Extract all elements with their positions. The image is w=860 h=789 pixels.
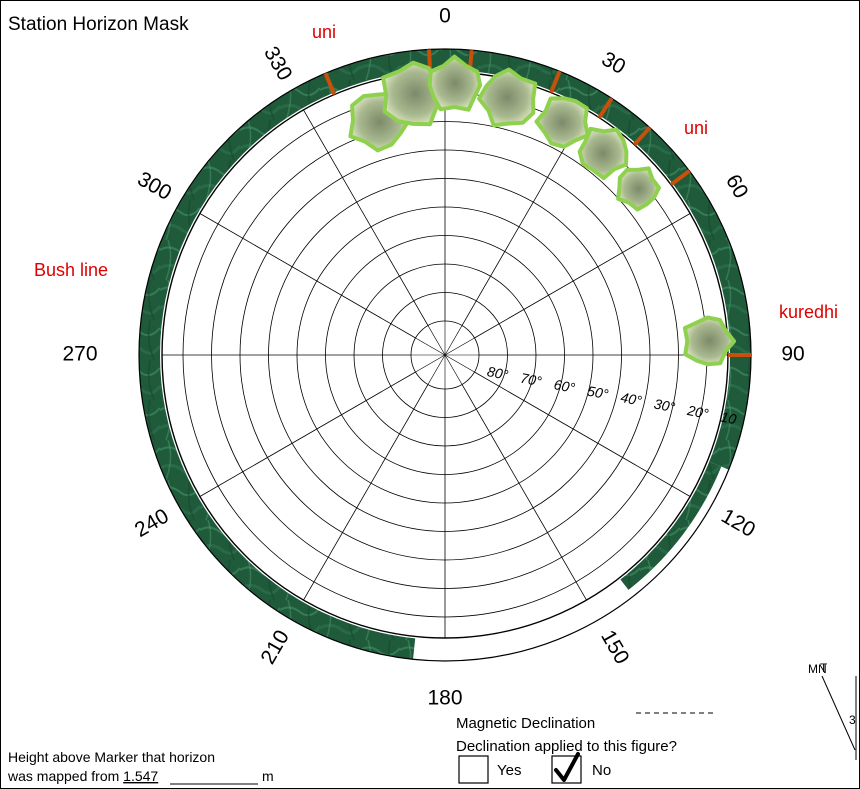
azimuth-label-0: 0 (439, 5, 451, 28)
grid-center-spoke (427, 325, 446, 356)
elevation-label-30: 30° (653, 396, 677, 416)
obstruction-label-uni-right: uni (684, 118, 708, 138)
azimuth-label-30: 30 (598, 47, 630, 79)
height-note-prefix: was mapped from (7, 768, 119, 784)
elevation-label-80: 80° (486, 363, 510, 383)
obstruction-pole (669, 169, 691, 187)
elevation-label-20: 20° (685, 402, 710, 422)
obstruction-label-bush-line: Bush line (34, 260, 108, 280)
grid-center-spoke (444, 337, 475, 356)
magnetic-north-label: MN (808, 662, 827, 676)
azimuth-label-120: 120 (717, 504, 759, 541)
grid-azimuth-spoke (199, 371, 416, 497)
grid-center-spoke (415, 337, 446, 356)
magnetic-north-arrow (821, 675, 856, 751)
grid-center-spoke (444, 354, 475, 373)
declination-question: Declination applied to this figure? (456, 738, 677, 755)
declination-yes-label: Yes (497, 762, 521, 779)
elevation-label-50: 50° (586, 383, 610, 403)
azimuth-label-210: 210 (256, 626, 293, 668)
elevation-label-10: 10 (719, 409, 738, 428)
checkmark-icon (554, 752, 580, 782)
tree-obstruction (577, 126, 629, 181)
grid-azimuth-spoke (474, 213, 691, 339)
grid-azimuth-spoke (461, 384, 587, 601)
grid-azimuth-spoke (199, 213, 416, 339)
obstruction-pole (632, 126, 652, 147)
height-note-line1: Height above Marker that horizon (8, 749, 215, 765)
azimuth-label-270: 270 (62, 343, 97, 366)
elevation-label-60: 60° (553, 376, 577, 396)
obstruction-pole (323, 72, 337, 96)
azimuth-label-90: 90 (781, 343, 804, 366)
tree-obstruction (427, 54, 483, 112)
obstruction-pole (597, 97, 614, 119)
tree-obstruction (616, 166, 661, 212)
diagram-title: Station Horizon Mask (8, 14, 189, 35)
grid-azimuth-spoke (303, 109, 429, 326)
height-unit: m (262, 768, 274, 784)
azimuth-label-300: 300 (134, 167, 176, 204)
declination-yes-checkbox[interactable] (458, 755, 489, 784)
grid-center-spoke (427, 354, 446, 385)
tree-obstructions (323, 49, 751, 367)
azimuth-label-150: 150 (596, 626, 633, 668)
grid-center-spoke (444, 325, 463, 356)
azimuth-label-330: 330 (259, 43, 296, 85)
height-value: 1.547 (123, 768, 158, 784)
azimuth-label-240: 240 (131, 504, 173, 541)
grid-center-spoke (415, 354, 446, 373)
magnetic-declination-title: Magnetic Declination (456, 715, 595, 732)
true-north-label: T (820, 661, 828, 675)
elevation-labels: 80° 70° 60° 50° 40° 30° 20° 10 (486, 363, 738, 427)
elevation-label-70: 70° (519, 370, 543, 390)
obstruction-label-kuredhi: kuredhi (779, 302, 838, 322)
obstruction-label-uni-top: uni (312, 22, 336, 42)
grid-azimuth-spoke (303, 384, 429, 601)
height-note-line2: was mapped from 1.547 (7, 768, 158, 784)
tree-obstruction (477, 67, 538, 128)
azimuth-label-180: 180 (427, 687, 462, 710)
declination-no-label: No (592, 762, 611, 779)
elevation-label-40: 40° (619, 389, 643, 409)
obstruction-pole (549, 70, 562, 94)
tree-obstruction (682, 315, 737, 367)
declination-angle-label: 3 (849, 713, 856, 727)
tree-obstruction (534, 96, 590, 149)
grid-azimuth-spoke (474, 371, 691, 497)
grid-center-spoke (444, 354, 463, 385)
azimuth-label-60: 60 (721, 171, 753, 203)
